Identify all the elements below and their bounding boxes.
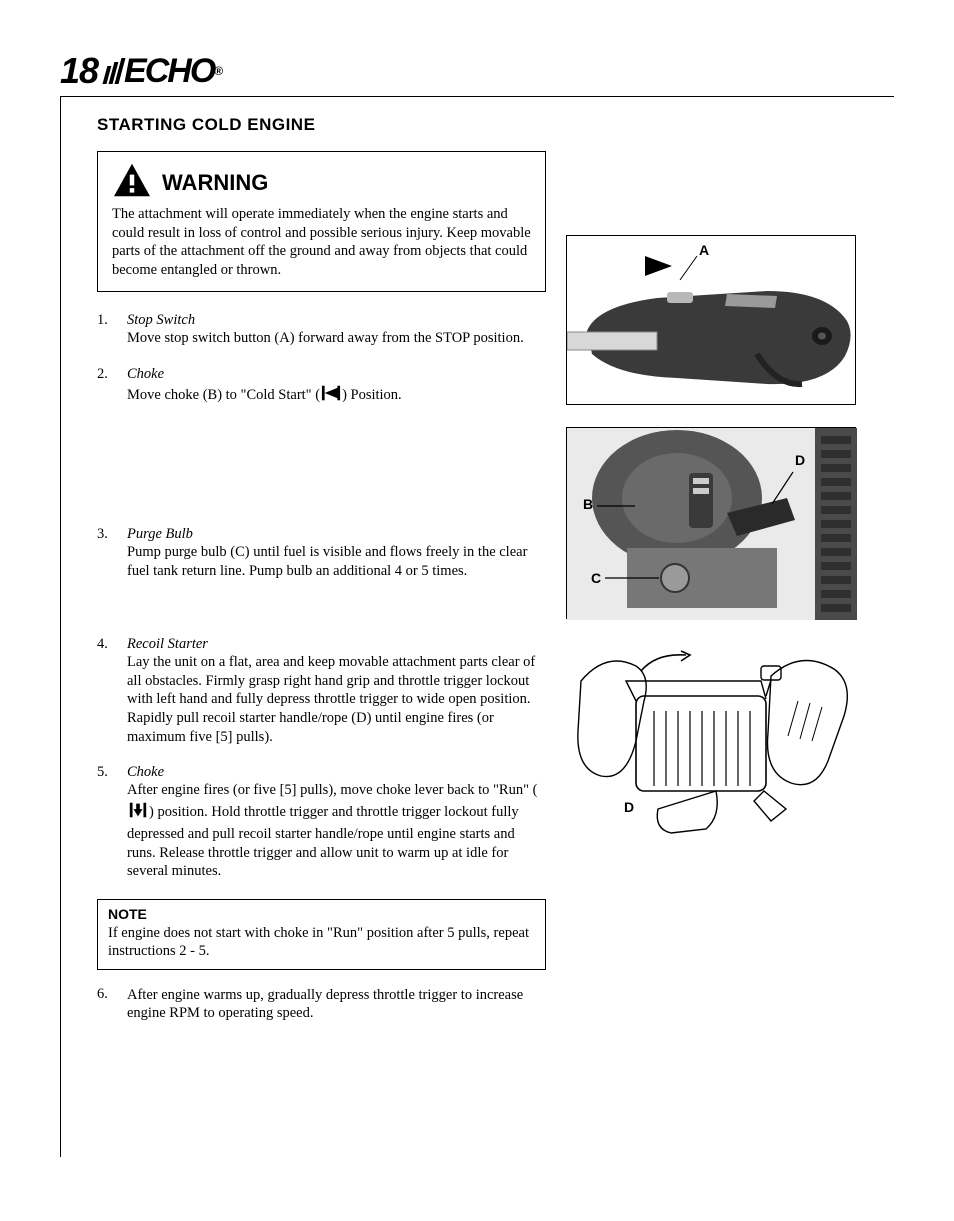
warning-triangle-icon bbox=[112, 162, 152, 203]
steps-list-cont: Purge Bulb Pump purge bulb (C) until fue… bbox=[97, 526, 546, 580]
page-number: 18 bbox=[60, 50, 98, 92]
step-label: Choke bbox=[127, 764, 546, 781]
right-column: A B C D bbox=[566, 115, 894, 1157]
warning-body: The attachment will operate immediately … bbox=[112, 205, 531, 279]
step-4: Recoil Starter Lay the unit on a flat, a… bbox=[97, 636, 546, 746]
callout-A: A bbox=[699, 242, 709, 258]
step-body: Pump purge bulb (C) until fuel is visibl… bbox=[127, 543, 546, 580]
note-title: NOTE bbox=[108, 906, 535, 924]
choke-cold-start-icon bbox=[320, 383, 342, 409]
warning-title: WARNING bbox=[162, 170, 268, 196]
choke-run-icon bbox=[127, 800, 149, 826]
step-label: Choke bbox=[127, 366, 546, 383]
step-label: Stop Switch bbox=[127, 312, 546, 329]
warning-box: WARNING The attachment will operate imme… bbox=[97, 151, 546, 292]
step-body: Lay the unit on a flat, area and keep mo… bbox=[127, 653, 546, 746]
figure-recoil-starter: D bbox=[566, 641, 856, 841]
callout-B: B bbox=[583, 496, 593, 512]
steps-list-cont3: After engine warms up, gradually depress… bbox=[97, 986, 546, 1023]
figure-stop-switch: A bbox=[566, 235, 856, 405]
logo-stripes-icon bbox=[103, 58, 126, 84]
step-1: Stop Switch Move stop switch button (A) … bbox=[97, 312, 546, 348]
content-columns: STARTING COLD ENGINE WARNING The attachm… bbox=[60, 97, 894, 1157]
page-header: 18 ECHO® bbox=[60, 50, 894, 92]
left-column: STARTING COLD ENGINE WARNING The attachm… bbox=[61, 115, 546, 1157]
step-body: After engine warms up, gradually depress… bbox=[127, 986, 546, 1023]
brand-logo: ECHO® bbox=[106, 52, 221, 91]
step-5: Choke After engine fires (or five [5] pu… bbox=[97, 764, 546, 881]
step-3: Purge Bulb Pump purge bulb (C) until fue… bbox=[97, 526, 546, 580]
callout-C: C bbox=[591, 570, 601, 586]
figure-choke-bulb: B C D bbox=[566, 427, 856, 619]
step-label: Recoil Starter bbox=[127, 636, 546, 653]
step-label: Purge Bulb bbox=[127, 526, 546, 543]
callout-D: D bbox=[795, 452, 805, 468]
steps-list: Stop Switch Move stop switch button (A) … bbox=[97, 312, 546, 408]
steps-list-cont2: Recoil Starter Lay the unit on a flat, a… bbox=[97, 636, 546, 880]
step-2: Choke Move choke (B) to "Cold Start" () … bbox=[97, 366, 546, 409]
step-body: After engine fires (or five [5] pulls), … bbox=[127, 781, 546, 881]
step-body: Move choke (B) to "Cold Start" () Positi… bbox=[127, 383, 546, 409]
step-6: After engine warms up, gradually depress… bbox=[97, 986, 546, 1023]
section-title: STARTING COLD ENGINE bbox=[97, 115, 546, 135]
step-body: Move stop switch button (A) forward away… bbox=[127, 329, 546, 348]
note-box: NOTE If engine does not start with choke… bbox=[97, 899, 546, 970]
logo-text: ECHO bbox=[124, 52, 214, 91]
callout-D: D bbox=[624, 799, 634, 815]
note-body: If engine does not start with choke in "… bbox=[108, 924, 535, 961]
